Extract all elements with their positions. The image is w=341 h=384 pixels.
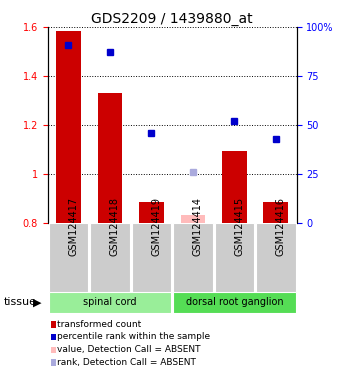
Text: tissue: tissue [3,297,36,308]
Bar [90,223,130,292]
Text: ▶: ▶ [33,297,41,308]
Bar [222,151,247,223]
Text: spinal cord: spinal cord [83,297,137,308]
Bar [98,93,122,223]
Bar [173,223,213,292]
Bar [48,223,88,292]
Text: transformed count: transformed count [57,319,141,329]
Bar [214,223,254,292]
Bar [256,223,296,292]
Bar [173,292,296,313]
Text: GSM124419: GSM124419 [151,197,161,256]
Text: dorsal root ganglion: dorsal root ganglion [186,297,283,308]
Bar [48,292,172,313]
Text: GSM124417: GSM124417 [69,197,78,256]
Text: GSM124414: GSM124414 [193,197,203,256]
Title: GDS2209 / 1439880_at: GDS2209 / 1439880_at [91,12,253,26]
Text: GSM124415: GSM124415 [235,197,244,256]
Bar [56,31,81,223]
Text: rank, Detection Call = ABSENT: rank, Detection Call = ABSENT [57,358,195,367]
Bar [139,202,164,223]
Text: value, Detection Call = ABSENT: value, Detection Call = ABSENT [57,345,200,354]
Bar [180,215,205,223]
Text: GSM124416: GSM124416 [276,197,286,256]
Text: GSM124418: GSM124418 [110,197,120,256]
Bar [132,223,172,292]
Bar [264,202,288,223]
Text: percentile rank within the sample: percentile rank within the sample [57,332,210,341]
